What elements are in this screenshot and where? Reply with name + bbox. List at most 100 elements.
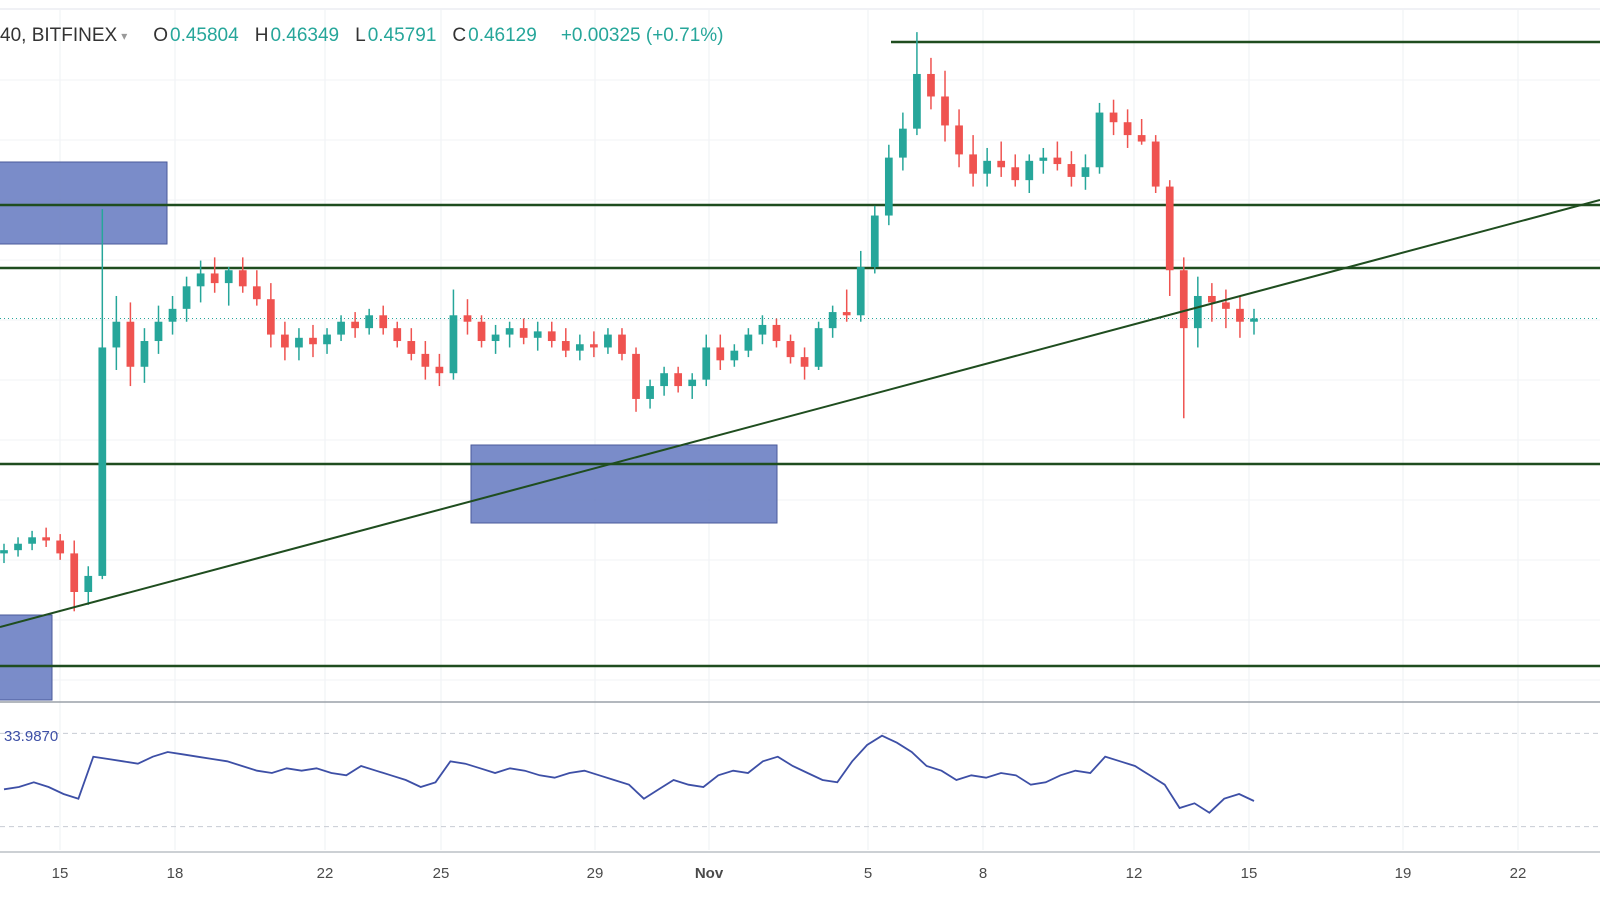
candle-body-39 xyxy=(547,331,556,342)
x-tick-label-7: 8 xyxy=(979,865,987,882)
candle-body-75 xyxy=(1053,157,1062,165)
change-value: +0.00325 (+0.71%) xyxy=(560,25,724,46)
candle-body-44 xyxy=(618,334,626,354)
candle-body-0 xyxy=(0,550,8,554)
x-tick-label-10: 19 xyxy=(1395,865,1412,882)
candle-body-58 xyxy=(814,328,823,367)
candle-body-41 xyxy=(575,344,584,351)
candle-body-35 xyxy=(491,334,500,342)
close-value: 0.46129 xyxy=(468,25,537,46)
candle-body-31 xyxy=(435,366,444,374)
low-label: L xyxy=(355,25,366,46)
candle-body-66 xyxy=(927,73,935,97)
candle-body-29 xyxy=(407,341,416,354)
candle-body-87 xyxy=(1222,302,1230,309)
candle-body-86 xyxy=(1208,295,1216,303)
candle-body-67 xyxy=(941,96,949,126)
open-value: 0.45804 xyxy=(170,25,239,46)
candle-body-88 xyxy=(1236,308,1244,322)
x-tick-label-1: 18 xyxy=(167,865,184,882)
candle-body-78 xyxy=(1095,112,1104,168)
candle-body-74 xyxy=(1039,157,1048,161)
candle-body-69 xyxy=(969,154,977,174)
candle-body-47 xyxy=(660,373,668,387)
candle-body-65 xyxy=(913,73,921,129)
symbol-label[interactable]: 40, BITFINEX xyxy=(0,25,118,46)
candle-body-64 xyxy=(899,128,907,158)
high-value: 0.46349 xyxy=(270,25,340,46)
candle-body-82 xyxy=(1151,141,1160,187)
open-label: O xyxy=(153,25,169,46)
candle-body-62 xyxy=(870,215,879,268)
candle-body-77 xyxy=(1081,167,1090,177)
x-tick-label-6: 5 xyxy=(864,865,872,882)
candle-body-72 xyxy=(1011,167,1020,181)
zone-box-middle xyxy=(470,444,778,524)
candle-body-80 xyxy=(1123,122,1132,136)
candle-body-33 xyxy=(463,315,472,322)
candle-body-13 xyxy=(182,286,191,309)
zone-box-top-left xyxy=(0,161,168,245)
candle-body-60 xyxy=(842,312,851,316)
candle-body-59 xyxy=(828,312,837,329)
x-tick-label-8: 12 xyxy=(1126,865,1143,882)
chevron-down-icon[interactable]: ▾ xyxy=(121,29,128,43)
candle-body-46 xyxy=(646,386,654,399)
candle-body-9 xyxy=(126,321,135,367)
candle-body-76 xyxy=(1067,164,1076,177)
candle-body-7 xyxy=(98,347,107,576)
candle-body-11 xyxy=(154,321,163,342)
rsi-value: 33.9870 xyxy=(4,728,59,745)
candle-body-89 xyxy=(1250,318,1258,322)
candle-body-18 xyxy=(252,286,261,300)
candle-body-5 xyxy=(70,553,79,592)
trend-line xyxy=(0,199,1600,628)
candle-body-6 xyxy=(84,575,93,592)
candle-body-3 xyxy=(42,537,50,541)
candle-body-61 xyxy=(856,267,865,316)
candle-body-8 xyxy=(112,321,121,348)
candle-body-79 xyxy=(1109,112,1118,123)
candle-body-55 xyxy=(772,324,781,342)
candle-body-42 xyxy=(590,344,598,348)
candle-body-52 xyxy=(730,350,739,361)
candle-body-49 xyxy=(688,379,697,387)
candle-body-53 xyxy=(744,334,753,351)
candle-body-71 xyxy=(997,160,1006,168)
candle-body-56 xyxy=(786,341,795,358)
candle-body-45 xyxy=(632,353,640,399)
candle-body-20 xyxy=(281,334,289,348)
zone-box-bottom-left xyxy=(0,614,53,701)
high-label: H xyxy=(254,25,269,46)
low-value: 0.45791 xyxy=(367,25,437,46)
x-tick-label-11: 22 xyxy=(1510,865,1527,882)
x-tick-label-4: 29 xyxy=(587,865,604,882)
candle-body-14 xyxy=(196,273,205,287)
candle-body-83 xyxy=(1165,186,1174,271)
candle-body-36 xyxy=(505,328,514,335)
candle-body-2 xyxy=(28,537,36,544)
candle-body-38 xyxy=(533,331,542,338)
candle-body-15 xyxy=(210,273,219,284)
candle-body-85 xyxy=(1193,295,1202,329)
candle-body-21 xyxy=(295,337,303,348)
candle-body-28 xyxy=(393,328,402,342)
legend-bar: 40, BITFINEX ▾ O 0.45804 H 0.46349 L 0.4… xyxy=(0,22,724,50)
candle-body-1 xyxy=(14,543,22,551)
candle-body-30 xyxy=(421,353,430,367)
candle-body-70 xyxy=(983,160,992,174)
candle-body-81 xyxy=(1137,135,1146,142)
candle-body-84 xyxy=(1179,270,1188,329)
candle-body-68 xyxy=(955,125,963,155)
candle-body-37 xyxy=(519,328,528,338)
candle-body-27 xyxy=(379,315,388,329)
close-label: C xyxy=(452,25,467,46)
candle-body-73 xyxy=(1025,160,1034,181)
x-tick-label-0: 15 xyxy=(52,865,69,882)
candle-body-10 xyxy=(140,341,149,367)
candle-body-43 xyxy=(604,334,612,348)
candle-body-34 xyxy=(477,321,486,342)
candle-body-50 xyxy=(702,347,711,380)
candle-body-12 xyxy=(168,308,177,322)
